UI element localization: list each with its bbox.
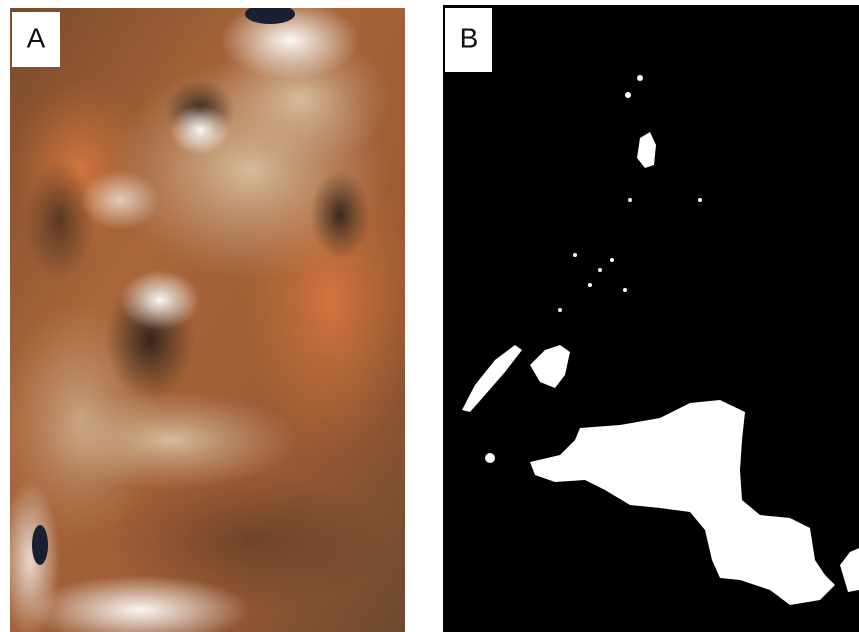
- satellite-image: [0, 0, 420, 632]
- panel-label: A: [27, 22, 46, 53]
- panel-label: B: [460, 22, 479, 53]
- figure: A B: [0, 0, 859, 632]
- binary-mask: [443, 5, 859, 632]
